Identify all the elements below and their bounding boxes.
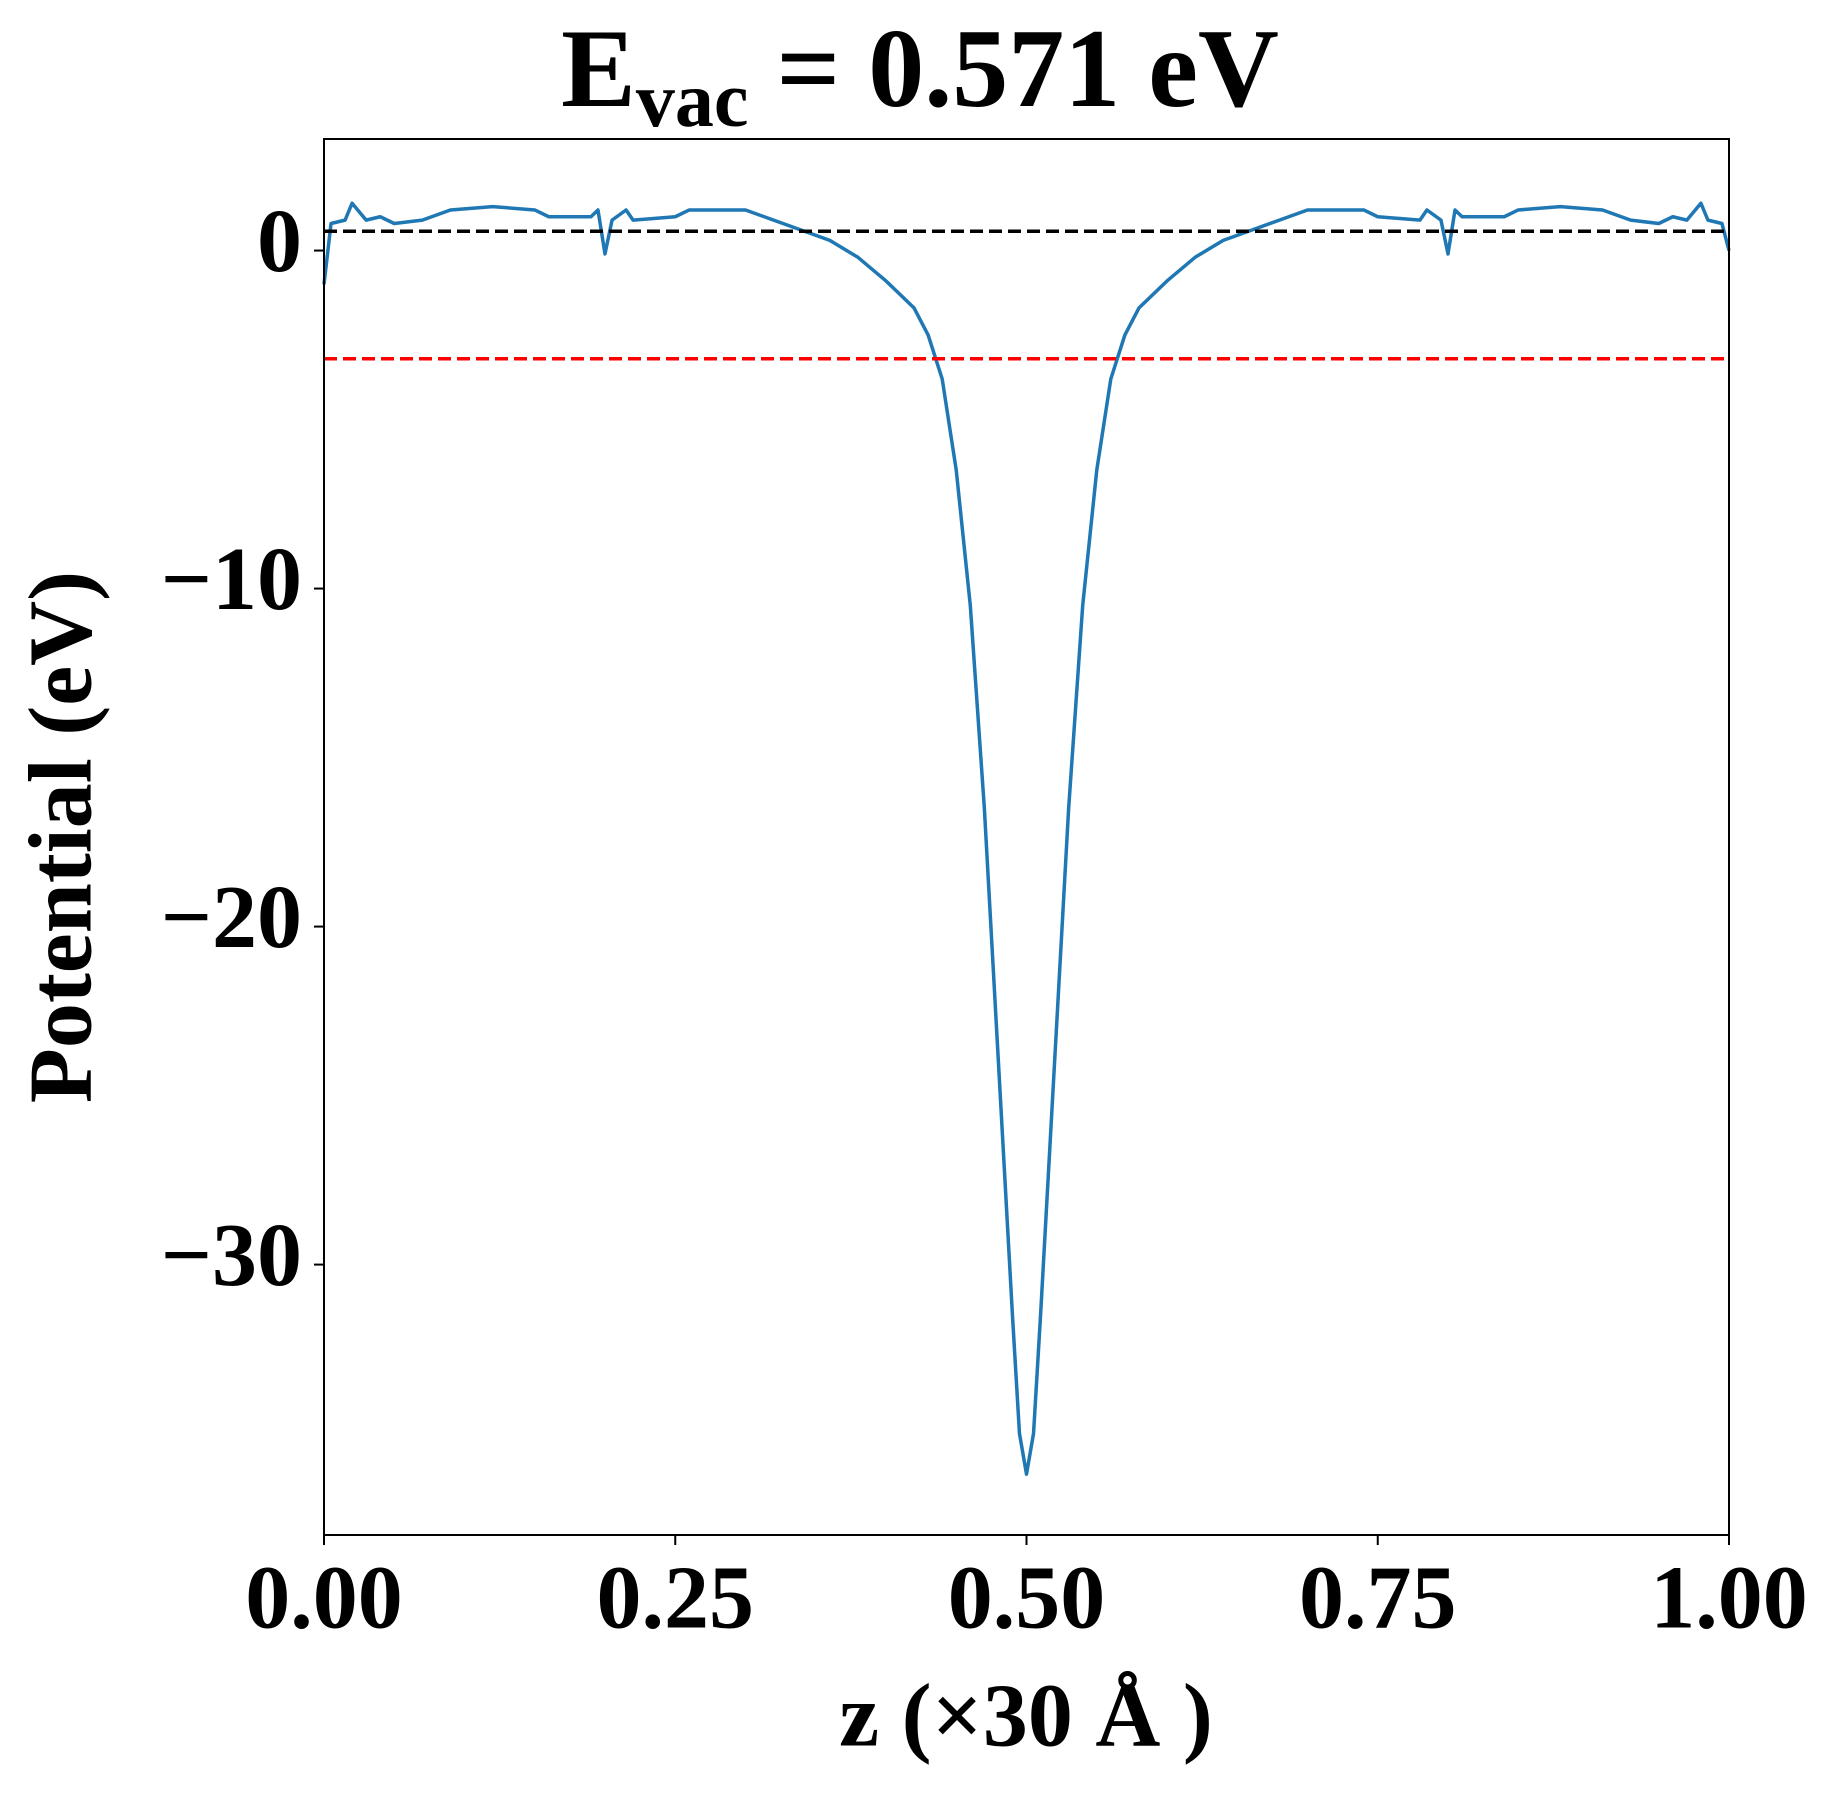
plot-frame — [323, 138, 1730, 1536]
y-tick-label: 0 — [257, 192, 302, 291]
x-tick-label: 0.25 — [597, 1549, 755, 1648]
x-tick-label: 0.50 — [948, 1549, 1106, 1648]
data-line — [322, 201, 1731, 1476]
x-axis-label: z (×30 Å ) — [839, 1667, 1213, 1766]
x-tick-label: 0.75 — [1299, 1549, 1457, 1648]
y-tick-label: −20 — [161, 868, 302, 967]
y-axis-label: Potential (eV) — [12, 571, 111, 1103]
y-tick-label: −30 — [161, 1206, 302, 1305]
title-rest: = 0.571 eV — [748, 7, 1278, 131]
chart-title: Evac = 0.571 eV — [561, 7, 1279, 143]
title-main: E — [561, 7, 636, 131]
y-tick-label: −10 — [161, 530, 302, 629]
x-tick-label: 1.00 — [1650, 1549, 1808, 1648]
title-subscript: vac — [636, 56, 749, 143]
x-tick-label: 0.00 — [245, 1549, 403, 1648]
